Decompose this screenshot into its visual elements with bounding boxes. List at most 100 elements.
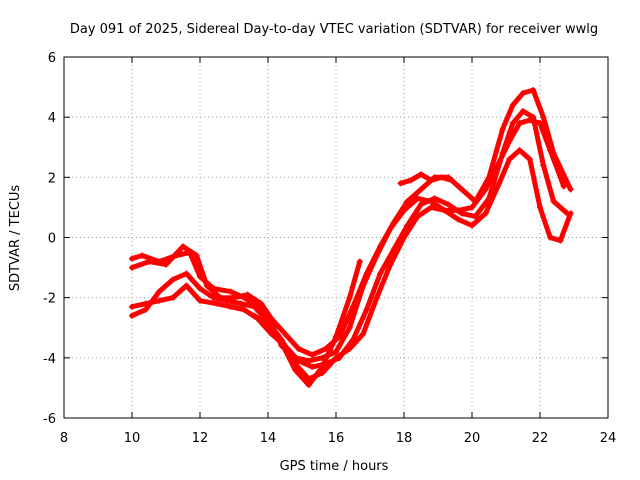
y-tick-label: -2 — [43, 292, 56, 307]
y-tick-label: 4 — [48, 111, 56, 126]
data-point — [472, 198, 479, 205]
data-point — [305, 381, 312, 388]
y-tick-labels: -6 -4 -2 0 2 4 6 — [43, 51, 56, 427]
data-point — [387, 261, 394, 268]
data-point — [516, 147, 523, 154]
x-tick-label: 20 — [464, 431, 481, 446]
y-tick-label: -6 — [43, 412, 56, 427]
y-tick-label: 2 — [48, 171, 56, 186]
x-tick-label: 8 — [60, 431, 68, 446]
data-point — [418, 171, 424, 178]
data-point — [520, 108, 526, 115]
data-point — [445, 201, 452, 208]
x-tick-label: 18 — [396, 431, 413, 446]
data-point — [227, 288, 234, 295]
data-point — [441, 207, 448, 214]
data-point — [169, 276, 176, 283]
data-point — [520, 90, 526, 97]
data-point — [469, 204, 475, 211]
data-point — [530, 114, 537, 121]
data-point — [244, 291, 251, 298]
data-point — [282, 330, 288, 337]
data-point — [373, 294, 380, 301]
data-point — [363, 270, 370, 277]
data-point — [540, 162, 547, 169]
data-point — [486, 174, 492, 181]
data-point — [309, 363, 316, 370]
series-track-5 — [251, 258, 363, 388]
data-point — [404, 198, 411, 205]
data-point — [129, 303, 135, 310]
data-point — [540, 114, 547, 121]
data-point — [210, 294, 217, 301]
data-point — [482, 210, 489, 217]
data-point — [428, 177, 435, 184]
data-point — [560, 183, 567, 190]
data-point — [550, 150, 557, 157]
data-point — [156, 297, 163, 304]
data-point — [469, 222, 475, 229]
data-point — [414, 213, 421, 220]
data-point — [418, 186, 424, 193]
data-point — [251, 312, 258, 319]
data-point — [224, 297, 231, 304]
x-tick-label: 16 — [328, 431, 345, 446]
data-point — [163, 261, 169, 268]
x-tick-labels: 8 10 12 14 16 18 20 22 24 — [60, 431, 616, 446]
data-point — [183, 270, 190, 277]
data-point — [438, 174, 445, 181]
data-point — [557, 237, 564, 244]
data-point — [237, 300, 244, 307]
x-tick-label: 22 — [532, 431, 549, 446]
data-point — [214, 300, 220, 307]
data-point — [346, 294, 353, 301]
y-axis-label: SDTVAR / TECUs — [8, 185, 23, 292]
x-tick-label: 10 — [124, 431, 141, 446]
data-point — [418, 201, 424, 208]
data-point — [509, 120, 516, 127]
data-point — [537, 204, 543, 211]
data-point — [156, 288, 163, 295]
data-point — [506, 156, 513, 163]
data-point — [407, 177, 414, 184]
data-point — [183, 282, 190, 289]
x-axis-label: GPS time / hours — [280, 459, 389, 474]
data-point — [496, 180, 503, 187]
data-point — [322, 345, 329, 352]
data-point — [203, 282, 210, 289]
data-point — [526, 156, 533, 163]
data-point — [516, 120, 523, 127]
x-tick-label: 24 — [600, 431, 617, 446]
data-point — [431, 195, 438, 202]
series-line — [129, 87, 574, 358]
data-point — [268, 315, 275, 322]
data-point — [139, 252, 146, 259]
data-point — [346, 324, 353, 331]
data-point — [333, 348, 339, 355]
data-point — [414, 195, 421, 202]
series-line — [129, 108, 570, 370]
data-point — [193, 252, 200, 259]
data-point — [265, 321, 271, 328]
x-tick-label: 14 — [260, 431, 277, 446]
data-point — [258, 300, 265, 307]
data-point — [346, 345, 353, 352]
data-point — [377, 243, 384, 250]
data-point — [309, 351, 316, 358]
data-point — [401, 234, 407, 241]
data-point — [319, 363, 326, 370]
chart-title: Day 091 of 2025, Sidereal Day-to-day VTE… — [70, 22, 598, 37]
data-point — [509, 102, 516, 109]
data-point — [227, 303, 234, 310]
data-point — [197, 285, 203, 292]
data-point — [251, 303, 258, 310]
data-point — [458, 186, 465, 193]
data-point — [129, 255, 135, 262]
data-point — [567, 186, 574, 193]
data-point — [180, 243, 186, 250]
data-point — [390, 219, 397, 226]
data-point — [295, 357, 302, 364]
data-point — [197, 297, 203, 304]
data-point — [356, 258, 363, 265]
data-point — [295, 345, 302, 352]
